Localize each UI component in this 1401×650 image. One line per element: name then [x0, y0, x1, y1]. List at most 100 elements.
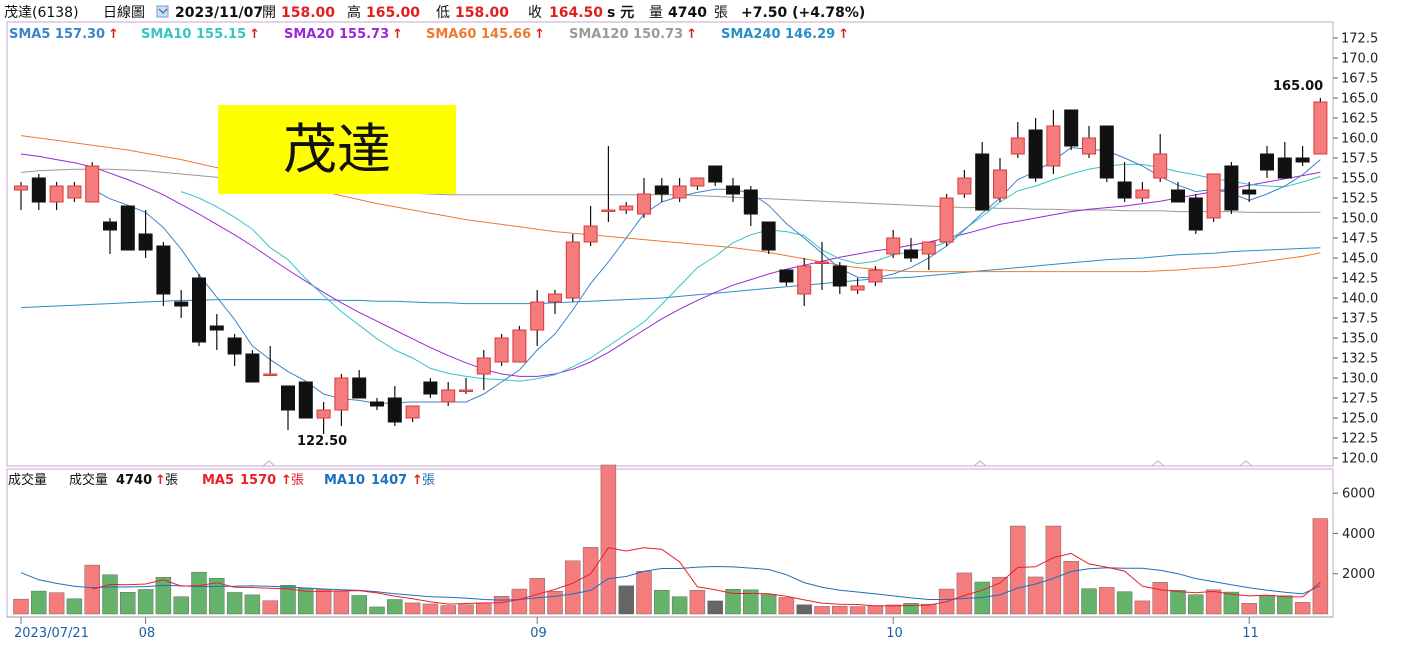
volume-bar[interactable] — [1205, 589, 1222, 615]
volume-bar[interactable] — [582, 547, 599, 615]
volume-bar[interactable] — [369, 606, 385, 615]
candle[interactable] — [298, 381, 313, 419]
candle[interactable] — [565, 234, 580, 302]
volume-bar[interactable] — [31, 590, 47, 615]
volume-bar[interactable] — [120, 592, 136, 615]
volume-bar[interactable] — [1152, 582, 1168, 615]
candle[interactable] — [423, 378, 438, 398]
volume-bar[interactable] — [155, 577, 172, 615]
candle[interactable] — [1135, 182, 1150, 202]
volume-bar[interactable] — [137, 589, 154, 615]
candle[interactable] — [174, 290, 189, 318]
candle[interactable] — [85, 162, 100, 203]
candle[interactable] — [1117, 162, 1132, 202]
volume-bar[interactable] — [387, 599, 403, 615]
candle[interactable] — [103, 218, 117, 254]
candle[interactable] — [263, 346, 278, 376]
candle[interactable] — [726, 178, 740, 202]
candle[interactable] — [316, 402, 331, 434]
volume-bar[interactable] — [654, 590, 670, 615]
candle[interactable] — [637, 178, 651, 218]
volume-bar[interactable] — [832, 605, 848, 615]
volume-bar[interactable] — [351, 595, 367, 615]
volume-bar[interactable] — [867, 605, 884, 615]
volume-bar[interactable] — [209, 577, 225, 615]
candle[interactable] — [138, 210, 153, 258]
event-marker[interactable] — [1239, 460, 1253, 467]
candle[interactable] — [1028, 118, 1043, 182]
volume-bar[interactable] — [885, 604, 901, 615]
volume-bar[interactable] — [511, 588, 528, 615]
candle[interactable] — [120, 205, 135, 251]
volume-bar[interactable] — [1010, 525, 1026, 615]
volume-bar[interactable] — [13, 598, 29, 615]
candle[interactable] — [245, 350, 260, 383]
volume-bar[interactable] — [1170, 590, 1186, 615]
volume-bar[interactable] — [1277, 595, 1293, 615]
volume-bar[interactable] — [422, 603, 439, 615]
candle[interactable] — [352, 370, 367, 399]
volume-bar[interactable] — [671, 596, 688, 615]
candle[interactable] — [387, 386, 402, 426]
volume-bar[interactable] — [244, 594, 261, 615]
volume-bar[interactable] — [315, 589, 332, 615]
candle[interactable] — [1260, 146, 1274, 178]
candle[interactable] — [957, 170, 972, 198]
volume-bar[interactable] — [1116, 591, 1133, 615]
candle[interactable] — [1064, 109, 1079, 150]
volume-bar[interactable] — [298, 588, 314, 615]
candle[interactable] — [1082, 126, 1096, 158]
volume-bar[interactable] — [778, 597, 795, 615]
volume-bar[interactable] — [903, 603, 919, 615]
candle[interactable] — [868, 266, 883, 286]
volume-bar[interactable] — [476, 602, 492, 615]
candle[interactable] — [672, 178, 687, 202]
event-marker[interactable] — [262, 460, 276, 467]
volume-bar[interactable] — [1063, 561, 1079, 615]
volume-bar[interactable] — [102, 574, 118, 615]
candle[interactable] — [370, 398, 384, 410]
volume-bar[interactable] — [760, 594, 777, 615]
candle[interactable] — [993, 158, 1007, 202]
volume-bar[interactable] — [547, 591, 563, 615]
candle[interactable] — [601, 146, 616, 222]
volume-bar[interactable] — [636, 571, 652, 615]
volume-bar[interactable] — [1188, 594, 1204, 615]
volume-bar[interactable] — [1099, 587, 1115, 615]
candle[interactable] — [1242, 182, 1257, 202]
volume-bar[interactable] — [565, 560, 581, 615]
candle[interactable] — [708, 165, 723, 186]
candle[interactable] — [1010, 122, 1025, 158]
candle[interactable] — [1224, 162, 1239, 214]
candle[interactable] — [67, 182, 82, 202]
volume-bar[interactable] — [280, 585, 296, 615]
volume-bar[interactable] — [173, 596, 189, 615]
candle[interactable] — [1046, 110, 1061, 174]
candle[interactable] — [939, 194, 954, 246]
candle[interactable] — [1313, 98, 1328, 155]
candle[interactable] — [654, 178, 669, 202]
volume-bar[interactable] — [440, 605, 456, 615]
event-marker[interactable] — [973, 460, 987, 467]
volume-bar[interactable] — [814, 606, 830, 615]
volume-bar[interactable] — [689, 590, 706, 615]
candle[interactable] — [494, 334, 509, 366]
volume-bar[interactable] — [1259, 595, 1275, 615]
volume-bar[interactable] — [1027, 576, 1044, 615]
volume-bar[interactable] — [1223, 591, 1240, 615]
candle[interactable] — [619, 202, 634, 214]
volume-bar[interactable] — [1045, 525, 1062, 615]
candle[interactable] — [904, 238, 918, 262]
volume-bar[interactable] — [796, 604, 812, 615]
calendar-icon[interactable] — [156, 5, 169, 18]
candle[interactable] — [1153, 134, 1168, 182]
volume-bar[interactable] — [1241, 603, 1257, 615]
candle[interactable] — [743, 186, 758, 226]
event-marker[interactable] — [1151, 460, 1165, 467]
volume-bar[interactable] — [1134, 600, 1151, 615]
volume-bar[interactable] — [493, 596, 510, 615]
candle[interactable] — [779, 269, 794, 286]
volume-bar[interactable] — [333, 590, 350, 615]
volume-bar[interactable] — [66, 598, 83, 615]
candle[interactable] — [441, 382, 456, 406]
